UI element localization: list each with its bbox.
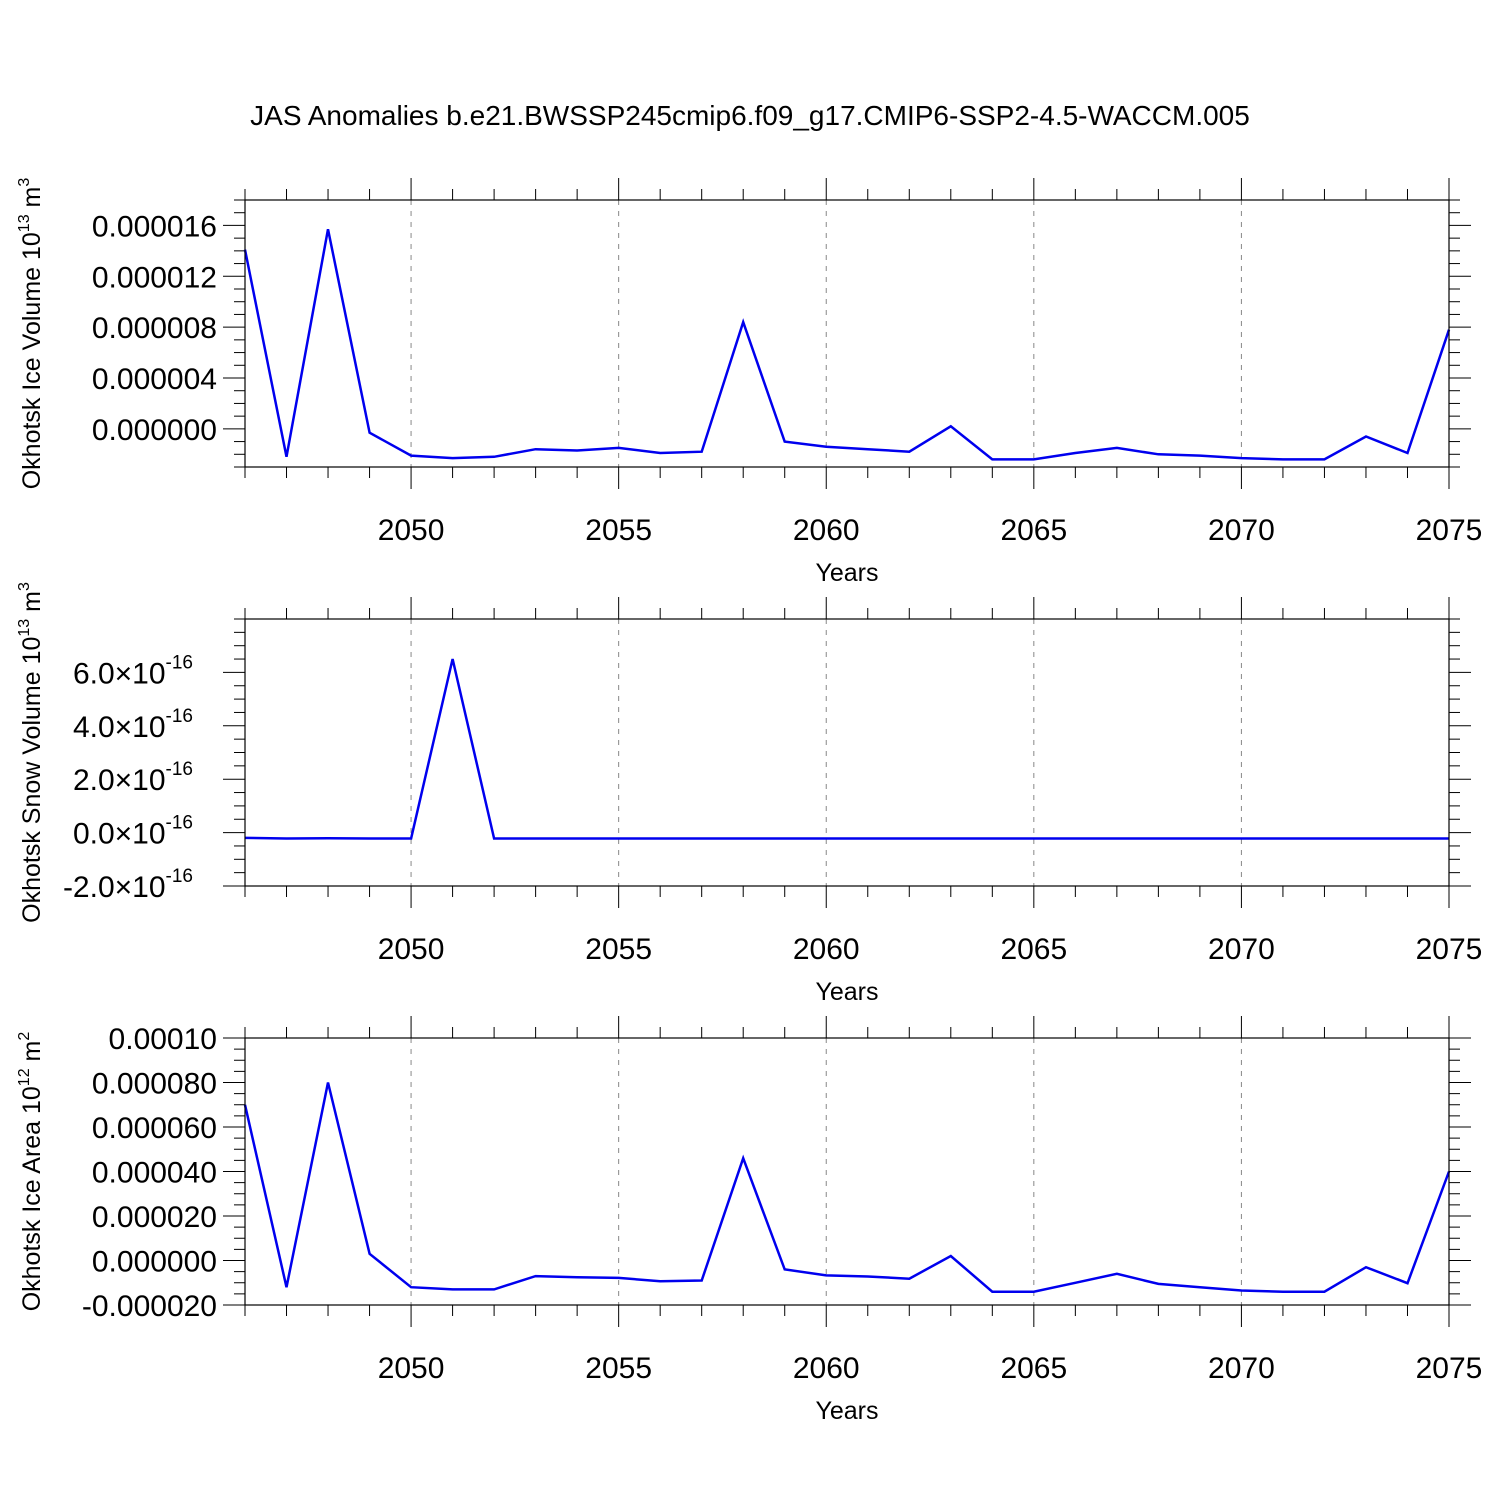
x-tick-label: 2070	[1208, 933, 1275, 966]
plot-frame	[244, 1037, 1450, 1306]
y-tick-label: 0.0×10-16	[73, 813, 193, 851]
series-line	[243, 1082, 1451, 1293]
y-tick-label: 0.000000	[92, 1246, 217, 1279]
series-line	[243, 228, 1451, 461]
x-tick-label: 2060	[793, 514, 860, 547]
x-tick-label: 2065	[1000, 514, 1067, 547]
y-tick-label: -0.000020	[82, 1290, 217, 1323]
x-axis-label: Years	[815, 1397, 878, 1425]
x-tick-label: 2050	[378, 933, 445, 966]
x-tick-label: 2060	[793, 1352, 860, 1385]
y-tick-label: 0.000004	[92, 363, 217, 396]
y-tick-label: 4.0×10-16	[73, 706, 193, 744]
y-tick-label: 0.000012	[92, 261, 217, 294]
x-tick-label: 2075	[1416, 1352, 1483, 1385]
y-tick-label: 0.000016	[92, 210, 217, 243]
y-tick-label: 2.0×10-16	[73, 759, 193, 797]
x-tick-label: 2070	[1208, 1352, 1275, 1385]
x-tick-label: 2050	[378, 1352, 445, 1385]
chart-panel-3: -0.000020 0.000000 0.000020 0.000040 0.00006…	[16, 1016, 1482, 1425]
y-tick-label: 0.000060	[92, 1112, 217, 1145]
y-tick-label: 0.000020	[92, 1201, 217, 1234]
x-tick-label: 2065	[1000, 933, 1067, 966]
y-tick-label: 0.000008	[92, 312, 217, 345]
y-tick-label: 0.000080	[92, 1068, 217, 1101]
y-tick-label: -2.0×10-16	[63, 866, 193, 904]
figure-title: JAS Anomalies b.e21.BWSSP245cmip6.f09_g1…	[250, 100, 1250, 131]
y-tick-label: 0.000040	[92, 1157, 217, 1190]
panels: 0.000000 0.000004 0.000008 0.000012 0.000016…	[16, 178, 1482, 1425]
x-axis-label: Years	[815, 978, 878, 1006]
chart-panel-1: 0.000000 0.000004 0.000008 0.000012 0.000016…	[16, 178, 1482, 587]
x-tick-label: 2075	[1416, 933, 1483, 966]
x-tick-label: 2055	[585, 514, 652, 547]
y-tick-label: 0.000000	[92, 414, 217, 447]
plot-frame	[244, 199, 1450, 468]
x-tick-label: 2060	[793, 933, 860, 966]
y-axis-label: Okhotsk Ice Volume 1013 m3	[16, 178, 46, 490]
x-tick-label: 2050	[378, 514, 445, 547]
x-tick-label: 2065	[1000, 1352, 1067, 1385]
y-tick-label: 6.0×10-16	[73, 652, 193, 690]
x-axis-label: Years	[815, 559, 878, 587]
series-line	[244, 658, 1449, 840]
y-tick-label: 0.00010	[109, 1023, 217, 1056]
chart-panel-2: -2.0×10-16 0.0×10-16 2.0×10-16 4.0×10-16 6.0…	[16, 582, 1482, 1006]
plot-frame	[244, 618, 1450, 887]
x-tick-label: 2055	[585, 933, 652, 966]
x-tick-label: 2075	[1416, 514, 1483, 547]
y-axis-label: Okhotsk Snow Volume 1013 m3	[16, 582, 46, 923]
x-tick-label: 2070	[1208, 514, 1275, 547]
y-axis-label: Okhotsk Ice Area 1012 m2	[16, 1032, 46, 1312]
x-tick-label: 2055	[585, 1352, 652, 1385]
